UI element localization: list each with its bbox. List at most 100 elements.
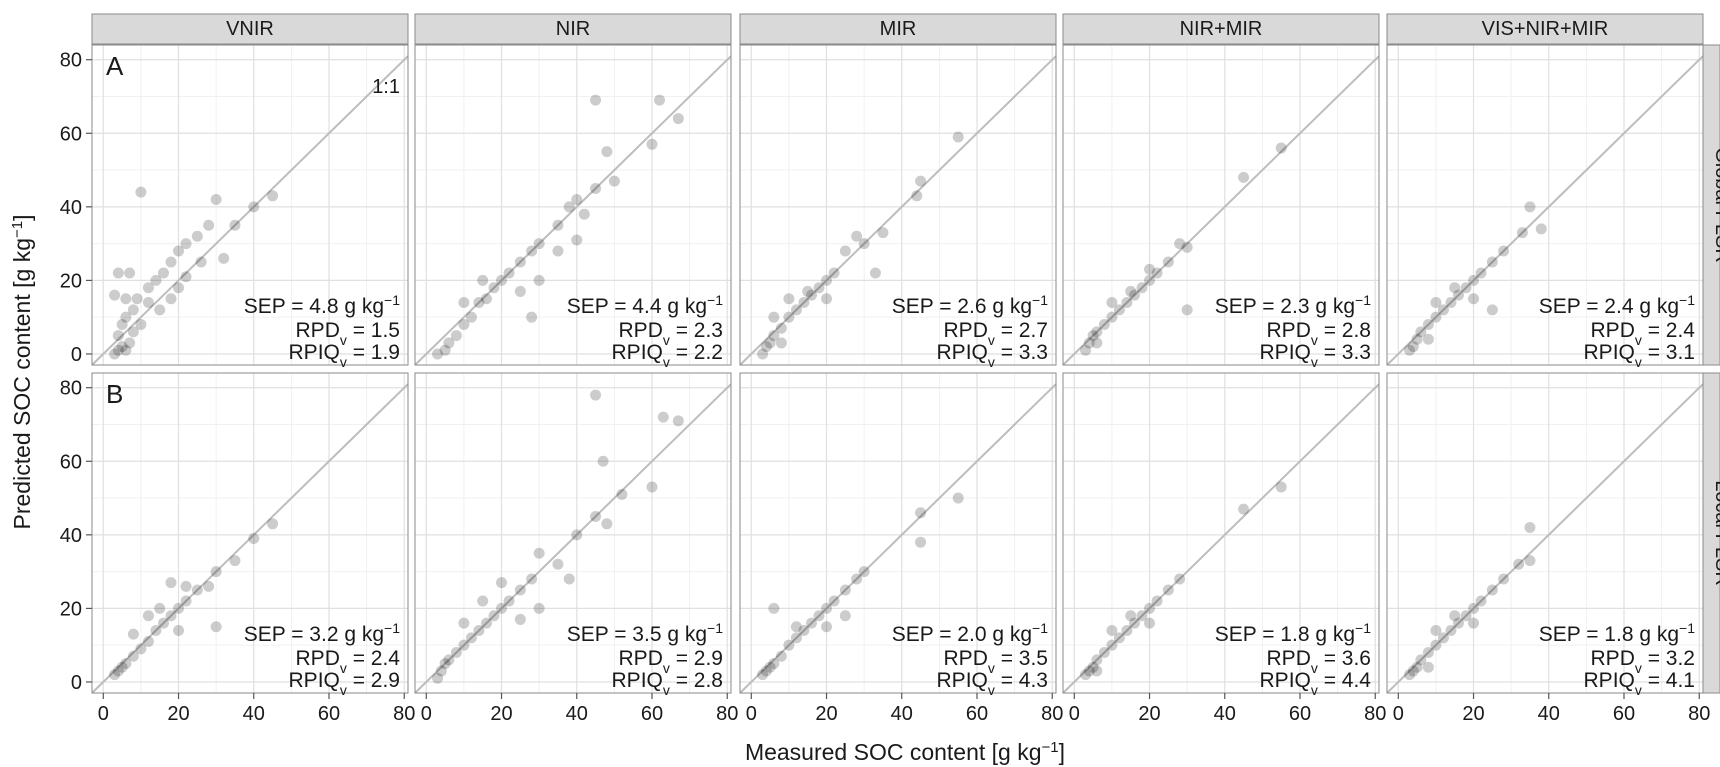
data-point: [1091, 326, 1103, 338]
y-tick-label: 40: [60, 525, 82, 547]
data-point: [839, 610, 851, 622]
data-point: [477, 274, 489, 286]
data-point: [514, 285, 526, 297]
data-point: [768, 330, 780, 342]
data-point: [1128, 289, 1140, 301]
rpiq-stat: RPIQv = 4.4: [1260, 669, 1372, 698]
data-point: [877, 227, 889, 239]
x-tick-label: 40: [566, 703, 588, 725]
data-point: [657, 411, 669, 423]
data-point: [116, 661, 128, 673]
data-point: [131, 293, 143, 305]
column-strip: [1062, 13, 1380, 45]
data-point: [1486, 256, 1498, 268]
sep-value: SEP = 2.4 g kg: [1539, 295, 1679, 318]
sep-stat: SEP = 3.2 g kg−1: [244, 620, 400, 646]
data-point: [465, 311, 477, 323]
sep-stat: SEP = 2.4 g kg−1: [1539, 292, 1695, 318]
data-point: [768, 311, 780, 323]
data-point: [267, 190, 279, 202]
data-point: [1106, 311, 1118, 323]
data-point: [533, 274, 545, 286]
data-point: [180, 595, 192, 607]
rpiq-prefix: RPIQ: [289, 669, 340, 692]
data-point: [563, 573, 575, 585]
data-point: [180, 238, 192, 250]
panel-background: [415, 373, 731, 693]
rpd-stat: RPDv = 2.4: [296, 647, 401, 676]
data-point: [477, 595, 489, 607]
unit-superscript: −1: [1032, 292, 1048, 308]
data-point: [552, 245, 564, 257]
data-point: [578, 208, 590, 220]
rpd-prefix: RPD: [1591, 319, 1635, 342]
data-point: [821, 274, 833, 286]
unit-superscript: −1: [707, 292, 723, 308]
stat-subscript: v: [988, 354, 995, 370]
rpiq-value: = 4.1: [1642, 669, 1695, 692]
data-point: [915, 536, 927, 548]
panel-background: [1063, 373, 1379, 693]
data-point: [116, 341, 128, 353]
unit-superscript: −1: [707, 620, 723, 636]
data-point: [439, 344, 451, 356]
x-tick-label: 0: [1069, 703, 1080, 725]
data-point: [533, 602, 545, 614]
data-point: [1098, 319, 1110, 331]
data-point: [157, 267, 169, 279]
rpd-prefix: RPD: [944, 647, 988, 670]
data-point: [1125, 610, 1137, 622]
data-point: [112, 267, 124, 279]
unit-superscript: −1: [1679, 620, 1695, 636]
data-point: [760, 341, 772, 353]
data-point: [203, 219, 215, 231]
stat-subscript: v: [340, 660, 347, 676]
x-tick-label: 20: [1462, 703, 1484, 725]
x-tick-label: 80: [393, 703, 415, 725]
stat-subscript: v: [1311, 660, 1318, 676]
sep-stat: SEP = 3.5 g kg−1: [567, 620, 723, 646]
data-point: [120, 293, 132, 305]
y-tick-label: 60: [60, 451, 82, 473]
data-point: [672, 415, 684, 427]
data-point: [1422, 647, 1434, 659]
rpd-value: = 2.8: [1318, 319, 1371, 342]
data-point: [1121, 624, 1133, 636]
data-point: [1535, 223, 1547, 235]
rpiq-value: = 4.3: [995, 669, 1048, 692]
rpd-stat: RPDv = 3.5: [944, 647, 1048, 676]
sep-stat: SEP = 1.8 g kg−1: [1215, 620, 1371, 646]
data-point: [1144, 274, 1156, 286]
panel-letter: B: [106, 379, 123, 409]
data-point: [142, 636, 154, 648]
column-strip-label: VNIR: [226, 18, 274, 40]
sep-stat: SEP = 2.6 g kg−1: [892, 292, 1048, 318]
data-point: [1151, 267, 1163, 279]
rpiq-prefix: RPIQ: [289, 341, 340, 364]
unit-superscript: −1: [1032, 620, 1048, 636]
data-point: [798, 296, 810, 308]
x-tick-label: 60: [318, 703, 340, 725]
x-tick-label: 0: [98, 703, 109, 725]
panel-border: [91, 44, 409, 366]
data-point: [839, 245, 851, 257]
data-point: [1121, 296, 1133, 308]
data-point: [127, 304, 139, 316]
sep-value: SEP = 2.3 g kg: [1215, 295, 1355, 318]
sep-value: SEP = 1.8 g kg: [1539, 623, 1679, 646]
data-point: [191, 230, 203, 242]
stat-subscript: v: [340, 332, 347, 348]
rpd-stat: RPDv = 3.6: [1267, 647, 1371, 676]
data-point: [180, 580, 192, 592]
rpiq-prefix: RPIQ: [612, 669, 663, 692]
row-strip-label: Global PLSR: [1711, 147, 1720, 263]
data-point: [173, 624, 185, 636]
sep-stat: SEP = 2.3 g kg−1: [1215, 292, 1371, 318]
data-point: [514, 256, 526, 268]
rpiq-prefix: RPIQ: [937, 669, 988, 692]
data-point: [802, 285, 814, 297]
sep-value: SEP = 3.2 g kg: [244, 623, 384, 646]
